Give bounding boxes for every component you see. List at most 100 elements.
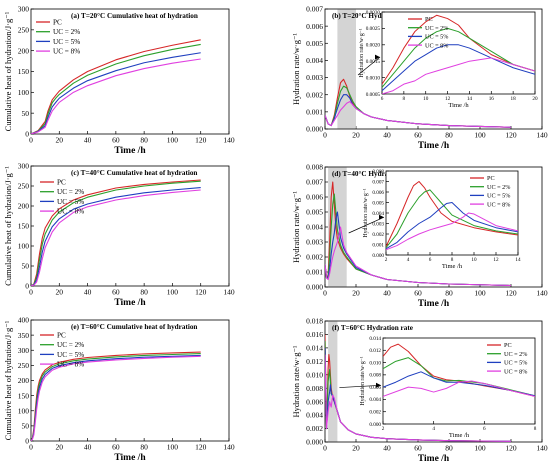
chart-f-xtick-label: 140 (536, 444, 548, 453)
chart-f-inset-xlabel: Time /h (449, 432, 470, 439)
chart-f-inset-ytick-label: 0.006 (369, 385, 381, 391)
chart-b-xtick-label: 40 (383, 131, 391, 140)
chart-b-ytick-label: 0.004 (306, 56, 323, 65)
chart-f-inset-legend-label-1: UC = 2% (504, 351, 527, 358)
chart-d-inset: 2 4 6 8 10 12 14 0.000 0.001 0.002 0.003 0.004 0.005… (363, 169, 521, 270)
chart-f-inset-ytick-label: 0.008 (369, 373, 381, 379)
chart-c-xtick-label: 60 (112, 288, 120, 297)
chart-a-ytick-label: 250 (18, 25, 30, 34)
chart-d-inset-ytick-label: 0.000 (372, 253, 384, 259)
chart-a-xtick-label: 40 (84, 136, 92, 145)
chart-e-xtick-label: 20 (56, 443, 64, 452)
chart-e-ytick-label: 100 (18, 406, 30, 415)
chart-e-ytick-label: 400 (18, 316, 30, 325)
chart-f-inset-ytick-label: 0.000 (369, 422, 381, 428)
chart-c-ytick-label: 50 (22, 262, 30, 271)
chart-b-ytick-label: 0.002 (306, 90, 323, 99)
chart-a-frame (30, 8, 230, 135)
chart-b-inset-xtick-label: 18 (511, 96, 517, 102)
chart-d-ytick-label: 0.002 (306, 253, 323, 262)
chart-b-ytick-label: 0.000 (306, 125, 323, 134)
chart-d-inset-xlabel: Time /h (442, 263, 463, 270)
chart-c-legend-label-0: PC (57, 179, 66, 187)
chart-b-inset-series-3 (382, 57, 535, 94)
chart-d-inset-ytick-label: 0.006 (372, 190, 384, 196)
chart-c-ytick-label: 300 (18, 162, 30, 171)
chart-b-xtick-label: 80 (445, 131, 453, 140)
chart-a-ytick-label: 50 (22, 109, 30, 118)
chart-f-ytick-label: 0.018 (306, 317, 323, 326)
chart-b-ytick-label: 0.001 (306, 107, 323, 116)
chart-d-inset-ytick-label: 0.005 (372, 200, 384, 206)
chart-f-inset-arrow (339, 384, 382, 388)
chart-c-series-3 (31, 189, 201, 286)
chart-a-title: (a) T=20°C Cumulative heat of hydration (71, 12, 198, 20)
chart-f-inset-ytick-label: 0.012 (369, 348, 381, 354)
chart-b-inset-xtick-label: 14 (467, 96, 473, 102)
chart-d-inset-legend-label-0: PC (487, 175, 495, 182)
chart-a-ytick-label: 100 (18, 88, 30, 97)
chart-f-ytick-label: 0.002 (306, 424, 323, 433)
chart-f-ytick-label: 0.000 (306, 438, 323, 447)
chart-d-inset-legend-label-1: UC = 2% (487, 184, 510, 191)
chart-f-inset-xtick-label: 2 (382, 426, 385, 432)
chart-b-inset-ytick-label: 0.0015 (366, 59, 381, 65)
chart-f-ytick-label: 0.004 (306, 411, 323, 420)
chart-e-legend-label-2: UC = 5% (57, 351, 84, 359)
chart-f-ytick-label: 0.008 (306, 384, 323, 393)
chart-c-series-1 (31, 180, 201, 286)
chart-f-inset-legend-label-3: UC = 8% (504, 368, 527, 375)
chart-f-xtick-label: 40 (383, 444, 391, 453)
chart-d-xtick-label: 0 (323, 289, 327, 298)
chart-f-xtick-label: 80 (445, 444, 453, 453)
chart-a-xtick-label: 100 (167, 136, 179, 145)
chart-d-inset-xtick-label: 14 (515, 257, 521, 263)
chart-f-title: (f) T=60°C Hydration rate (332, 324, 413, 332)
chart-e-frame (30, 319, 230, 442)
chart-b-inset-ytick-label: 0.0005 (366, 92, 381, 98)
chart-b-series-3 (325, 101, 512, 128)
chart-d-inset-ytick-label: 0.003 (372, 221, 384, 227)
chart-e-ytick-label: 150 (18, 391, 30, 400)
chart-d-inset-arrowhead (379, 214, 384, 220)
chart-e-xtick-label: 100 (167, 443, 179, 452)
chart-b-inset-xtick-label: 20 (532, 96, 538, 102)
chart-a-legend-label-3: UC = 8% (53, 48, 80, 56)
chart-e-xtick-label: 40 (84, 443, 92, 452)
chart-d-inset-xtick-label: 2 (385, 257, 388, 263)
chart-d-ytick-label: 0.005 (306, 208, 323, 217)
chart-d-xtick-label: 40 (383, 289, 391, 298)
chart-f-inset-xtick-label: 8 (534, 426, 537, 432)
chart-b-inset-arrow (357, 56, 381, 76)
chart-a-series-1 (31, 43, 201, 134)
chart-d-xtick-label: 20 (352, 289, 360, 298)
chart-c-ytick-label: 200 (18, 202, 30, 211)
chart-b-inset-series-2 (382, 44, 535, 92)
chart-e-ytick-label: 350 (18, 331, 30, 340)
chart-f-xtick-label: 20 (352, 444, 360, 453)
chart-f-inset: 2 4 6 8 0.000 0.002 0.004 0.006 0.008 0.010 0.012 0… (360, 336, 537, 439)
chart-e-ylabel: Cumulative heat of hydration/J·g⁻¹ (3, 320, 13, 440)
chart-f-highlight-band (328, 321, 338, 442)
chart-e-xtick-label: 80 (140, 443, 148, 452)
chart-b-ylabel: Hydration rate/w·g⁻¹ (291, 33, 301, 105)
chart-d-xtick-label: 120 (505, 289, 517, 298)
chart-f-xtick-label: 0 (323, 444, 327, 453)
chart-d-ytick-label: 0.001 (306, 268, 323, 277)
chart-a-xtick-label: 120 (195, 136, 207, 145)
chart-d-inset-ytick-label: 0.008 (372, 169, 384, 175)
chart-c-title: (c) T=40°C Cumulative heat of hydration (71, 169, 197, 177)
chart-e-legend-label-3: UC = 8% (57, 361, 84, 369)
chart-c: 0 20 40 60 80 100 120 140 0 50 100 150 200 250 300 (c) … (3, 162, 235, 308)
chart-b-title: (b) T=20°C Hydration rate (332, 12, 415, 20)
chart-e-ytick-label: 250 (18, 361, 30, 370)
chart-f-inset-legend-label-0: PC (504, 342, 512, 349)
chart-e-xtick-label: 140 (223, 443, 235, 452)
chart-a-xtick-label: 80 (140, 136, 148, 145)
chart-a-xtick-label: 0 (29, 136, 33, 145)
chart-f-xlabel: Time /h (418, 454, 450, 464)
chart-a-ytick-label: 300 (18, 5, 30, 14)
chart-b-ytick-label: 0.006 (306, 22, 323, 31)
chart-d-xtick-label: 80 (445, 289, 453, 298)
chart-b-xtick-label: 120 (505, 131, 517, 140)
